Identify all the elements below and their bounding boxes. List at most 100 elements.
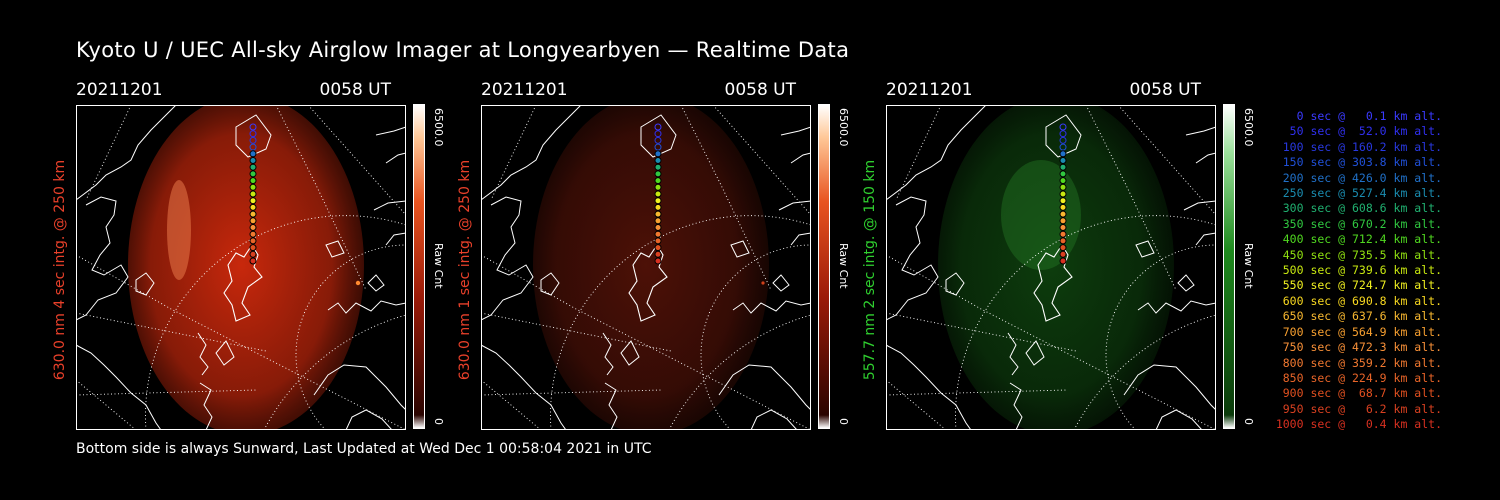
- sky-image: [76, 105, 406, 430]
- legend-entry: 200 sec @ 426.0 km alt.: [1275, 170, 1442, 185]
- trajectory-point: [654, 244, 662, 252]
- legend-entry: 500 sec @ 739.6 km alt.: [1275, 263, 1442, 278]
- trajectory-point: [654, 123, 662, 131]
- legend-entry: 750 sec @ 472.3 km alt.: [1275, 340, 1442, 355]
- trajectory-point: [654, 257, 662, 265]
- trajectory-point: [1059, 183, 1067, 191]
- trajectory-point: [654, 224, 662, 231]
- legend-entry: 300 sec @ 608.6 km alt.: [1275, 201, 1442, 216]
- colorbar-unit-label: Raw Cnt: [837, 243, 850, 289]
- trajectory-point: [654, 197, 662, 205]
- trajectory-point: [1059, 203, 1067, 211]
- colorbar: [818, 104, 830, 429]
- trajectory-point: [654, 183, 662, 191]
- trajectory-point: [654, 150, 662, 158]
- legend-entry: 250 sec @ 527.4 km alt.: [1275, 186, 1442, 201]
- airglow-intensity-image: [533, 105, 769, 430]
- legend-entry: 650 sec @ 637.6 km alt.: [1275, 309, 1442, 324]
- trajectory-point: [654, 157, 662, 164]
- sky-image: [481, 105, 811, 430]
- colorbar: [1223, 104, 1235, 429]
- trajectory-point: [1059, 250, 1067, 258]
- trajectory-point: [654, 170, 662, 178]
- airglow-intensity-image: [128, 105, 364, 430]
- colorbar: [413, 104, 425, 429]
- trajectory-point: [1059, 197, 1067, 205]
- sky-image: [886, 105, 1216, 430]
- colorbar-min-label: 0: [432, 418, 445, 425]
- footer-note: Bottom side is always Sunward, Last Upda…: [76, 441, 652, 457]
- panel-wavelength-label: 557.7 nm 2 sec intg. @ 150 km: [862, 159, 878, 381]
- legend-entry: 350 sec @ 670.2 km alt.: [1275, 216, 1442, 231]
- colorbar-min-label: 0: [1242, 418, 1255, 425]
- trajectory-point: [249, 250, 257, 258]
- trajectory-point: [249, 230, 257, 238]
- trajectory-point: [1059, 177, 1067, 185]
- trajectory-point: [1059, 190, 1067, 198]
- legend-entry: 600 sec @ 690.8 km alt.: [1275, 293, 1442, 308]
- trajectory-point: [1059, 170, 1067, 178]
- airglow-intensity-image: [938, 105, 1174, 430]
- trajectory-point: [654, 163, 662, 171]
- trajectory-point: [1059, 217, 1067, 225]
- colorbar-max-label: 6500.0: [1242, 108, 1255, 147]
- trajectory-point: [1059, 257, 1067, 265]
- panel-wavelength-label: 630.0 nm 1 sec intg. @ 250 km: [457, 159, 473, 381]
- trajectory-point: [249, 136, 257, 144]
- trajectory-point: [249, 123, 257, 131]
- trajectory-point: [249, 143, 257, 151]
- legend-entry: 900 sec @ 68.7 km alt.: [1275, 386, 1442, 401]
- trajectory-point: [1059, 123, 1067, 131]
- trajectory-point: [1059, 224, 1067, 231]
- trajectory-point: [654, 230, 662, 238]
- trajectory-point: [654, 143, 662, 151]
- legend-entry: 400 sec @ 712.4 km alt.: [1275, 232, 1442, 247]
- panel-time: 0058 UT: [724, 80, 797, 100]
- trajectory-point: [249, 150, 257, 158]
- trajectory-point: [654, 190, 662, 198]
- panel-wavelength-label: 630.0 nm 4 sec intg. @ 250 km: [52, 159, 68, 381]
- trajectory-point: [249, 197, 257, 205]
- legend-entry: 700 sec @ 564.9 km alt.: [1275, 324, 1442, 339]
- trajectory-point: [654, 130, 662, 138]
- trajectory-point: [249, 257, 257, 265]
- trajectory-point: [1059, 157, 1067, 164]
- trajectory-point: [249, 163, 257, 171]
- trajectory-point: [1059, 130, 1067, 138]
- bright-aurora-arc: [167, 180, 191, 280]
- panel-time: 0058 UT: [319, 80, 392, 100]
- legend-entry: 550 sec @ 724.7 km alt.: [1275, 278, 1442, 293]
- legend-entry: 50 sec @ 52.0 km alt.: [1275, 124, 1442, 139]
- panel-date: 20211201: [886, 80, 973, 100]
- trajectory-point: [654, 237, 662, 245]
- legend-entry: 850 sec @ 224.9 km alt.: [1275, 370, 1442, 385]
- trajectory-point: [1059, 237, 1067, 245]
- trajectory-point: [654, 217, 662, 225]
- page-title: Kyoto U / UEC All-sky Airglow Imager at …: [76, 38, 850, 62]
- trajectory-point: [249, 190, 257, 198]
- altitude-legend: 0 sec @ 0.1 km alt. 50 sec @ 52.0 km alt…: [1260, 109, 1442, 433]
- svalbard-coastline: [628, 243, 668, 322]
- trajectory-point: [1059, 150, 1067, 158]
- panel-time: 0058 UT: [1129, 80, 1202, 100]
- trajectory-point: [1059, 244, 1067, 252]
- trajectory-point: [249, 130, 257, 138]
- trajectory-point: [654, 250, 662, 258]
- colorbar-max-label: 6500.0: [432, 108, 445, 147]
- trajectory-point: [654, 136, 662, 144]
- airglow-panel-3: 20211201 0058 UT 557.7 nm 2 sec intg. @ …: [862, 80, 1256, 430]
- panel-date: 20211201: [76, 80, 163, 100]
- trajectory-point: [249, 177, 257, 185]
- legend-entry: 950 sec @ 6.2 km alt.: [1275, 401, 1442, 416]
- colorbar-unit-label: Raw Cnt: [1242, 243, 1255, 289]
- airglow-panel-2: 20211201 0058 UT 630.0 nm 1 sec intg. @ …: [457, 80, 851, 430]
- legend-entry: 450 sec @ 735.5 km alt.: [1275, 247, 1442, 262]
- trajectory-point: [249, 203, 257, 211]
- colorbar-max-label: 6500.0: [837, 108, 850, 147]
- airglow-panel-1: 20211201 0058 UT 630.0 nm 4 sec intg. @ …: [52, 80, 446, 430]
- panel-date: 20211201: [481, 80, 568, 100]
- trajectory-point: [249, 217, 257, 225]
- colorbar-unit-label: Raw Cnt: [432, 243, 445, 289]
- trajectory-point: [654, 210, 662, 218]
- colorbar-min-label: 0: [837, 418, 850, 425]
